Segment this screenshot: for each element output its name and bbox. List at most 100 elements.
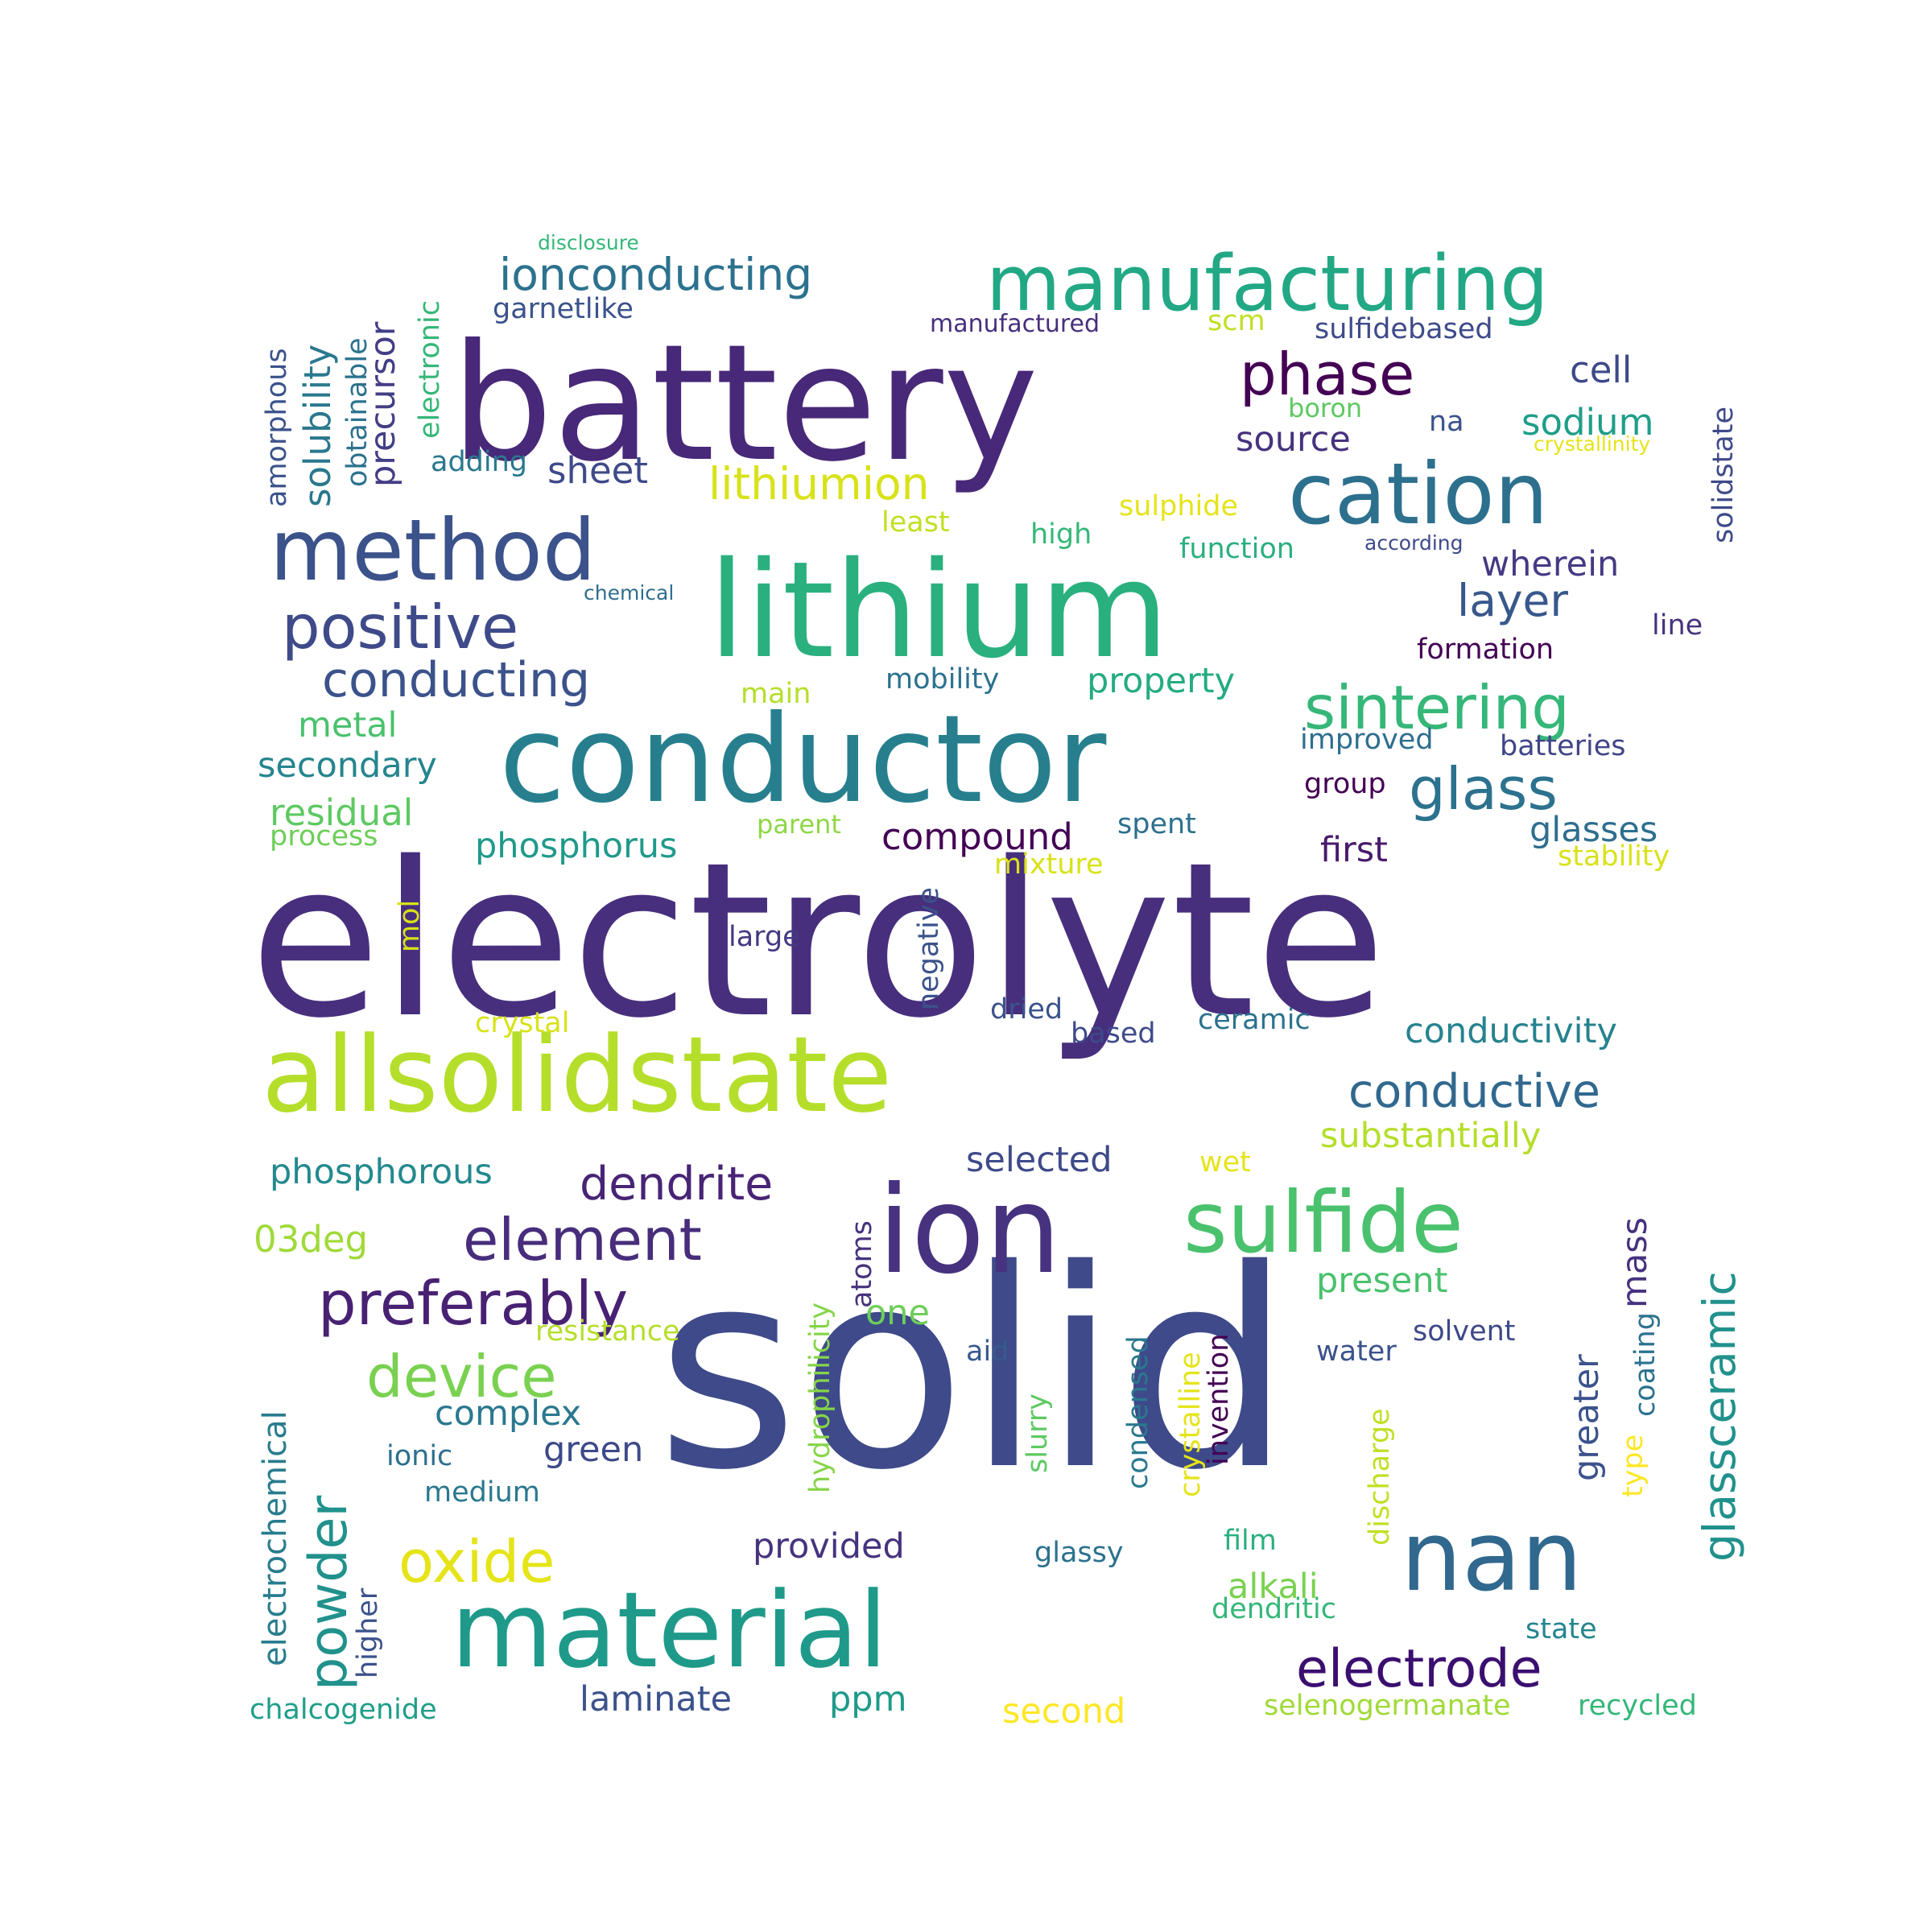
word-ionic: ionic	[386, 1440, 452, 1472]
word-disclosure: disclosure	[538, 231, 639, 254]
word-ionconducting: ionconducting	[499, 249, 812, 300]
word-mol: mol	[394, 900, 426, 952]
word-scm: scm	[1208, 305, 1265, 337]
word-material: material	[451, 1569, 888, 1691]
word-conductivity: conductivity	[1405, 1011, 1617, 1051]
word-lithiumion: lithiumion	[708, 458, 930, 510]
word-powder: powder	[299, 1496, 359, 1690]
word-negative: negative	[913, 887, 945, 1010]
word-water: water	[1316, 1335, 1397, 1368]
word-complex: complex	[435, 1393, 581, 1434]
word-sulfide: sulfide	[1183, 1174, 1463, 1272]
word-cell: cell	[1570, 349, 1632, 391]
word-sodium: sodium	[1521, 401, 1653, 444]
word-provided: provided	[753, 1526, 905, 1567]
word-green: green	[543, 1430, 643, 1470]
word-dendrite: dendrite	[580, 1158, 773, 1211]
word-phosphorous: phosphorous	[270, 1152, 493, 1192]
word-allsolidstate: allsolidstate	[262, 1013, 892, 1136]
word-type: type	[1617, 1435, 1649, 1497]
word-resistance: resistance	[535, 1315, 679, 1348]
word-parent: parent	[757, 809, 841, 840]
word-glassceramic: glassceramic	[1694, 1271, 1745, 1562]
word-glasses: glasses	[1530, 810, 1657, 850]
word-large: large	[729, 921, 800, 953]
word-coating: coating	[1629, 1312, 1662, 1417]
word-conducting: conducting	[322, 652, 590, 708]
word-spent: spent	[1117, 808, 1196, 840]
word-preferably: preferably	[318, 1268, 628, 1339]
word-first: first	[1320, 830, 1388, 870]
word-film: film	[1224, 1525, 1277, 1557]
word-mixture: mixture	[994, 848, 1104, 881]
word-higher: higher	[352, 1587, 384, 1678]
word-sulfidebased: sulfidebased	[1315, 313, 1493, 345]
word-present: present	[1316, 1261, 1447, 1301]
word-selenogermanate: selenogermanate	[1264, 1690, 1511, 1722]
word-element: element	[463, 1206, 702, 1274]
word-property: property	[1087, 661, 1235, 701]
word-aid: aid	[966, 1335, 1009, 1368]
word-conductor: conductor	[499, 690, 1107, 830]
word-ion: ion	[877, 1161, 1062, 1301]
word-glassy: glassy	[1034, 1537, 1124, 1569]
word-compound: compound	[881, 815, 1073, 858]
word-ppm: ppm	[829, 1679, 906, 1719]
word-substantially: substantially	[1320, 1116, 1541, 1156]
word-electrode: electrode	[1296, 1639, 1542, 1699]
word-crystal: crystal	[475, 1007, 569, 1039]
word-source: source	[1236, 419, 1351, 460]
word-layer: layer	[1457, 575, 1568, 626]
word-lithium: lithium	[708, 533, 1169, 687]
word-recycled: recycled	[1578, 1690, 1697, 1722]
word-batteries: batteries	[1500, 730, 1626, 762]
word-wherein: wherein	[1481, 544, 1619, 584]
word-garnetlike: garnetlike	[493, 293, 634, 325]
word-high: high	[1030, 518, 1092, 551]
word-precursor: precursor	[363, 321, 403, 487]
word-nan: nan	[1401, 1501, 1583, 1613]
word-laminate: laminate	[580, 1679, 732, 1719]
word-positive: positive	[282, 592, 518, 663]
word-improved: improved	[1300, 724, 1434, 756]
word-least: least	[881, 506, 950, 539]
word-adding: adding	[431, 446, 527, 478]
word-crystalline: crystalline	[1174, 1352, 1207, 1497]
word-wet: wet	[1199, 1146, 1251, 1179]
word-sintering: sintering	[1304, 672, 1570, 743]
word-solidstate: solidstate	[1707, 407, 1740, 543]
word-one: one	[865, 1293, 930, 1333]
word-metal: metal	[298, 705, 398, 745]
word-based: based	[1071, 1018, 1156, 1050]
word-according: according	[1364, 531, 1463, 555]
word-selected: selected	[966, 1140, 1113, 1180]
word-dendritic: dendritic	[1212, 1593, 1336, 1625]
word-process: process	[270, 820, 378, 852]
word-greater: greater	[1567, 1354, 1607, 1481]
word-discharge: discharge	[1364, 1408, 1396, 1546]
word-atoms: atoms	[846, 1220, 878, 1308]
word-formation: formation	[1417, 634, 1554, 666]
word-residual: residual	[270, 791, 413, 834]
word-oxide: oxide	[398, 1528, 555, 1596]
word-conductive: conductive	[1348, 1065, 1600, 1118]
word-secondary: secondary	[258, 745, 437, 786]
word-medium: medium	[424, 1476, 540, 1509]
word-mass: mass	[1615, 1217, 1655, 1308]
word-sheet: sheet	[547, 449, 648, 492]
word-electrochemical: electrochemical	[257, 1410, 294, 1666]
word-chalcogenide: chalcogenide	[250, 1694, 437, 1726]
word-solid: solid	[656, 1212, 1292, 1530]
word-obtainable: obtainable	[341, 337, 374, 487]
word-mobility: mobility	[886, 663, 999, 696]
word-manufactured: manufactured	[930, 310, 1100, 338]
word-phase: phase	[1240, 341, 1414, 408]
word-group: group	[1304, 768, 1386, 800]
word-stability: stability	[1558, 840, 1670, 873]
word-device: device	[366, 1343, 557, 1410]
word-condensed: condensed	[1122, 1335, 1154, 1489]
word-na: na	[1429, 406, 1464, 438]
word-function: function	[1179, 533, 1294, 565]
word-solvent: solvent	[1413, 1315, 1516, 1348]
